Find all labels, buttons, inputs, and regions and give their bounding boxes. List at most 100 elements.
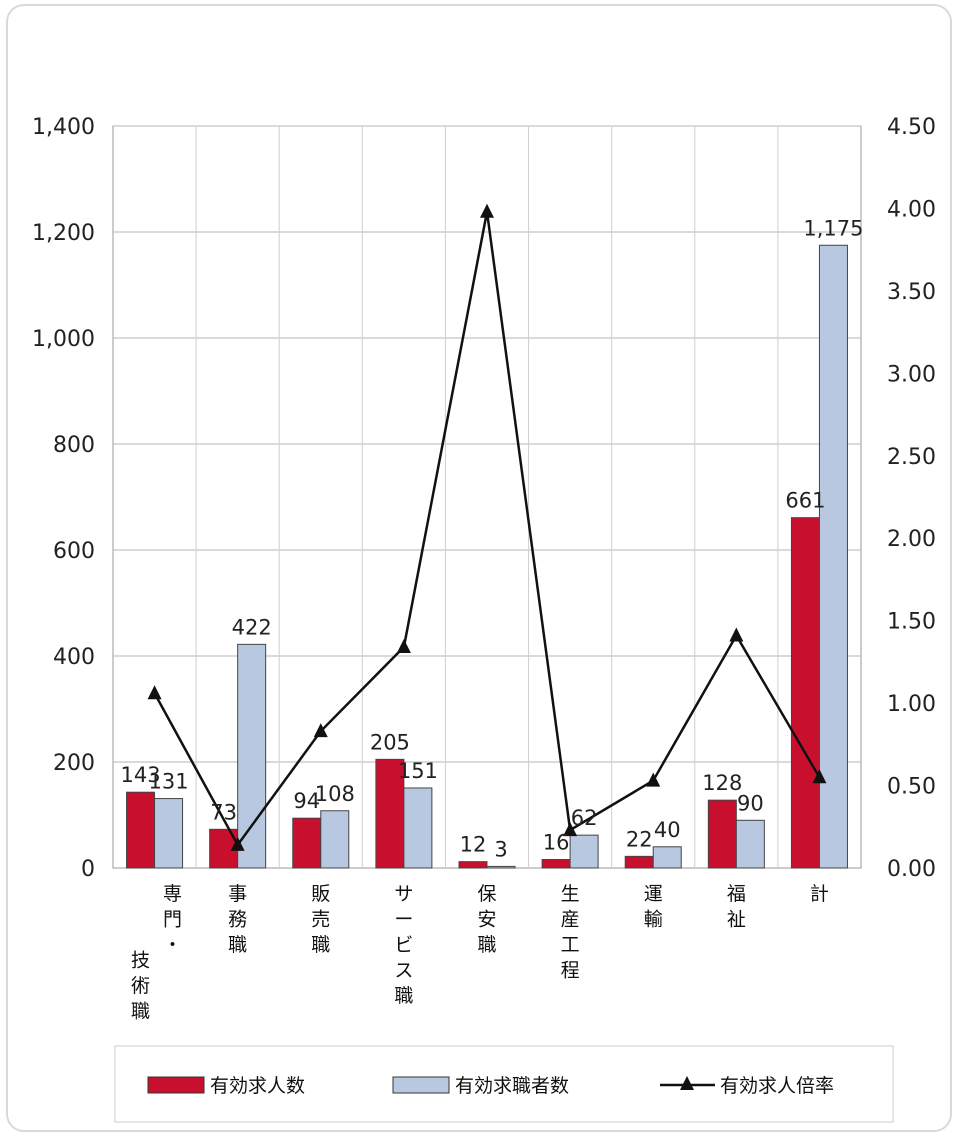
bar-series-0-6	[624, 855, 654, 869]
legend-swatch-series-0	[147, 1076, 205, 1094]
right-tick-label-2: 1.00	[887, 692, 936, 717]
right-tick-label-8: 4.00	[887, 197, 936, 222]
point-series-2-8	[812, 769, 827, 784]
legend-label-series-2: 有効求人倍率	[720, 1075, 834, 1097]
bar-series-1-0	[154, 798, 184, 869]
legend-marker-series-2	[680, 1076, 694, 1090]
bar-series-1-5	[569, 834, 599, 869]
data-label-series-1-8: 1,175	[803, 216, 863, 240]
bar-series-1-7	[735, 819, 765, 869]
point-series-2-3	[396, 639, 411, 654]
bar-series-0-3	[375, 758, 405, 869]
bar-series-1-1	[237, 643, 267, 869]
point-series-2-1	[230, 836, 245, 851]
data-label-series-1-2: 108	[315, 782, 355, 806]
category-label-0-char-4: 術	[131, 975, 150, 997]
right-tick-label-3: 1.50	[887, 610, 936, 635]
point-series-2-6	[646, 772, 661, 787]
legend-label-series-0: 有効求人数	[210, 1075, 305, 1097]
category-label-3-char-2: ビ	[394, 934, 413, 956]
category-label-4-char-1: 安	[477, 909, 496, 931]
category-label-0-char-0: 専	[163, 883, 182, 905]
right-tick-label-6: 3.00	[887, 362, 936, 387]
bar-series-0-7	[707, 799, 737, 869]
right-tick-label-4: 2.00	[887, 527, 936, 552]
data-labels: 143 73 94 205 12 16 22 128 661 131 422 108 151 3 62 40 9…	[121, 216, 864, 861]
category-label-1-char-0: 事	[228, 883, 247, 905]
data-label-series-0-7: 128	[702, 771, 742, 795]
bar-series-1-3	[403, 787, 433, 869]
bar-series-1-4	[486, 865, 516, 869]
category-label-5-char-3: 程	[561, 960, 580, 982]
category-label-2-char-2: 職	[311, 934, 330, 956]
category-label-7-char-0: 福	[727, 883, 746, 905]
legend-label-series-1: 有効求職者数	[455, 1075, 569, 1097]
category-label-0-char-5: 職	[131, 1000, 150, 1022]
category-label-6-char-1: 輸	[644, 909, 663, 931]
data-label-series-0-1: 73	[210, 800, 237, 824]
category-label-2-char-0: 販	[311, 883, 330, 905]
right-tick-label-5: 2.50	[887, 445, 936, 470]
category-label-0-char-3: 技	[131, 949, 150, 971]
data-label-series-1-0: 131	[149, 770, 189, 794]
data-label-series-0-0: 143	[121, 763, 161, 787]
category-label-3-char-3: ス	[394, 960, 413, 982]
bar-series-0-2	[292, 817, 322, 869]
data-label-series-0-3: 205	[370, 730, 410, 754]
left-tick-label-5: 1,000	[32, 327, 95, 352]
left-tick-label-0: 0	[81, 857, 95, 882]
category-label-2-char-1: 売	[311, 909, 330, 931]
right-tick-label-0: 0.00	[887, 857, 936, 882]
bar-series-0-8	[790, 517, 820, 869]
bars	[126, 244, 848, 869]
gridlines	[113, 125, 861, 868]
point-series-2-2	[313, 723, 328, 738]
point-series-2-4	[480, 203, 494, 218]
bar-series-0-5	[541, 859, 571, 869]
category-label-7-char-1: 祉	[727, 909, 746, 931]
category-label-3-char-1: ー	[394, 909, 413, 931]
left-tick-label-4: 800	[53, 433, 95, 458]
data-label-series-0-2: 94	[293, 789, 320, 813]
category-label-8-char-0: 計	[810, 883, 829, 905]
left-tick-label-6: 1,200	[32, 221, 95, 246]
data-label-series-1-7: 90	[737, 791, 764, 815]
left-tick-label-3: 600	[53, 539, 95, 564]
plot-area	[112, 125, 862, 869]
right-axis-ticks: 0.00 0.50 1.00 1.50 2.00 2.50 3.00 3.50 4.00 4.50	[887, 115, 936, 882]
left-tick-label-1: 200	[53, 751, 95, 776]
data-label-series-0-4: 12	[460, 833, 487, 857]
data-label-series-1-1: 422	[232, 615, 272, 639]
data-label-series-0-6: 22	[626, 827, 653, 851]
category-label-6-char-0: 運	[644, 883, 663, 905]
category-label-4-char-2: 職	[477, 934, 496, 956]
category-label-5-char-1: 産	[561, 909, 580, 931]
bar-series-1-8	[818, 244, 848, 869]
data-label-series-1-3: 151	[398, 759, 438, 783]
left-axis-ticks: 0 200 400 600 800 1,000 1,200 1,400	[32, 115, 95, 882]
point-series-2-5	[563, 822, 578, 837]
point-series-2-7	[729, 627, 744, 642]
left-tick-label-2: 400	[53, 645, 95, 670]
right-tick-label-1: 0.50	[887, 775, 936, 800]
point-series-2-0	[147, 685, 162, 700]
data-label-series-1-6: 40	[654, 818, 681, 842]
category-label-0-char-2: ・	[163, 934, 182, 956]
category-label-3-char-4: 職	[394, 985, 413, 1007]
right-tick-label-7: 3.50	[887, 280, 936, 305]
data-label-series-1-5: 62	[571, 806, 598, 830]
legend-swatch-series-1	[392, 1076, 450, 1094]
data-label-series-1-4: 3	[494, 837, 507, 861]
category-label-1-char-2: 職	[228, 934, 247, 956]
right-tick-label-9: 4.50	[887, 115, 936, 140]
left-tick-label-7: 1,400	[32, 115, 95, 140]
category-label-3-char-0: サ	[394, 883, 413, 905]
data-label-series-0-8: 661	[785, 489, 825, 513]
bar-series-1-6	[652, 846, 682, 869]
legend-box	[114, 1045, 894, 1123]
bar-series-1-2	[320, 810, 350, 869]
bar-series-0-0	[126, 791, 156, 869]
category-label-1-char-1: 務	[228, 909, 247, 931]
